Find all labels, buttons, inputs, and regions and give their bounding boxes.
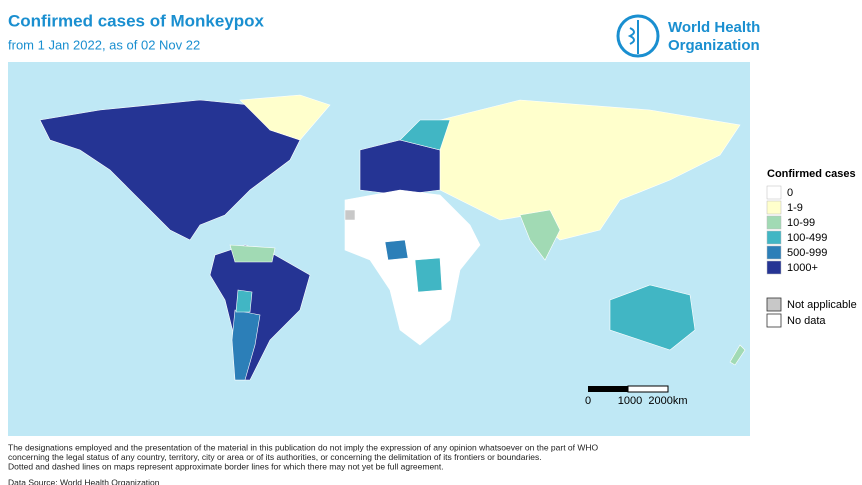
footnote-line: The designations employed and the presen… [8, 442, 599, 452]
legend-label: No data [787, 315, 826, 327]
data-source: Data Source: World Health Organization [8, 477, 160, 485]
legend-label: 0 [787, 187, 793, 199]
subtitle: from 1 Jan 2022, as of 02 Nov 22 [8, 37, 200, 52]
title: Confirmed cases of Monkeypox [8, 11, 265, 30]
who-logo: World Health Organization [616, 14, 760, 58]
scale-label: 1000 [618, 395, 642, 407]
countries [39, 94, 746, 381]
legend-label: 100-499 [787, 232, 827, 244]
legend-swatch [766, 215, 782, 230]
footnote-line: concerning the legal status of any count… [8, 452, 542, 462]
legend-swatch [766, 230, 782, 245]
legend-label: 10-99 [787, 217, 815, 229]
scale-label: 2000km [648, 395, 687, 407]
legend-label: 500-999 [787, 247, 827, 259]
legend-swatch [766, 200, 782, 215]
legend-swatch [766, 297, 782, 312]
logo-line: World Health [668, 19, 760, 36]
legend-label: Not applicable [787, 299, 857, 311]
legend-swatch [766, 245, 782, 260]
legend-label: 1000+ [787, 262, 818, 274]
legend-label: 1-9 [787, 202, 803, 214]
footnote: The designations employed and the presen… [8, 442, 599, 485]
legend-swatch [766, 313, 782, 328]
footnote-line: Dotted and dashed lines on maps represen… [8, 461, 444, 471]
legend-title: Confirmed cases [767, 168, 856, 180]
scale-bar: 0 1000 2000km [585, 385, 688, 407]
scale-label: 0 [585, 395, 591, 407]
legend-swatch [766, 260, 782, 275]
legend-swatch [766, 185, 782, 200]
legend: Confirmed cases 0 1-9 10-99 100-499 500-999 1… [766, 168, 857, 328]
logo-line: Organization [668, 37, 760, 54]
